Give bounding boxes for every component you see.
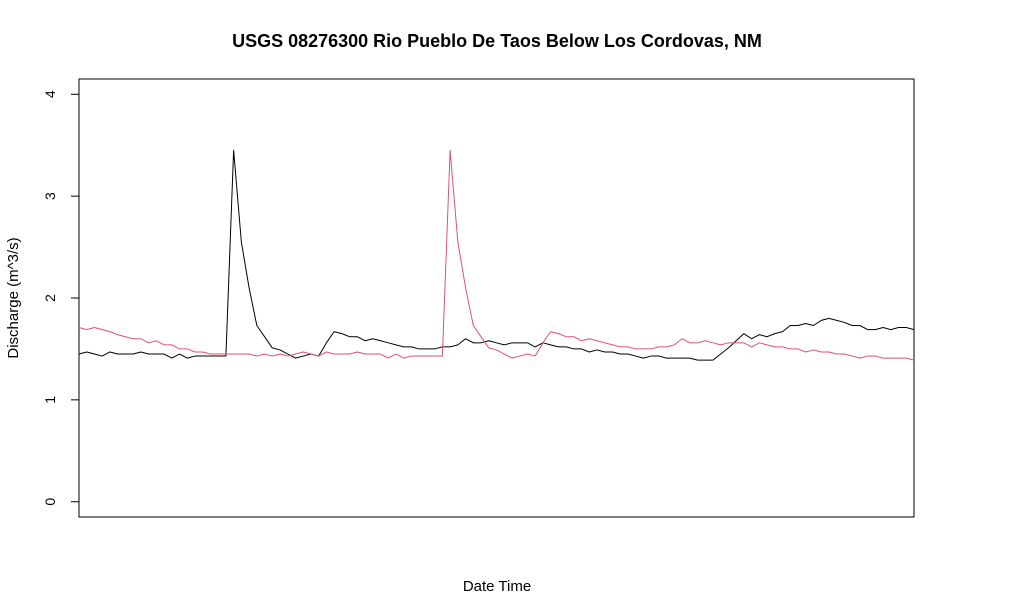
x-axis-label: Date Time — [463, 578, 531, 595]
y-tick-label: 3 — [42, 192, 58, 200]
y-axis-label: Discharge (m^3/s) — [5, 237, 22, 358]
y-tick-label: 0 — [42, 498, 58, 506]
y-tick-label: 2 — [42, 294, 58, 302]
y-tick-label: 4 — [42, 90, 58, 98]
series-layer — [78, 149, 915, 361]
y-axis: 0 1 2 3 4 — [42, 90, 79, 506]
y-tick-label: 1 — [42, 396, 58, 404]
chart-title: USGS 08276300 Rio Pueblo De Taos Below L… — [232, 31, 762, 51]
series-line-1 — [78, 149, 915, 361]
series-line-2 — [78, 149, 915, 361]
plot-frame — [78, 78, 915, 518]
